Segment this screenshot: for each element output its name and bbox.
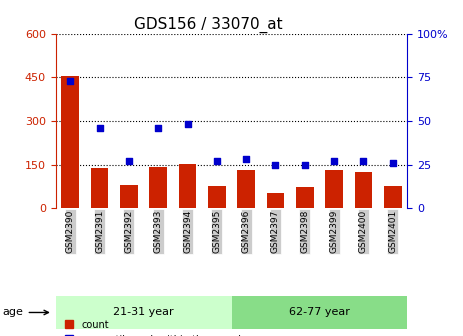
Text: GSM2398: GSM2398 — [300, 210, 309, 253]
Point — [67, 78, 74, 83]
Point — [301, 162, 308, 167]
Legend: count, percentile rank within the sample: count, percentile rank within the sample — [60, 316, 250, 336]
Text: GDS156 / 33070_at: GDS156 / 33070_at — [134, 17, 283, 33]
Text: GSM2394: GSM2394 — [183, 210, 192, 253]
Point — [360, 159, 367, 164]
Bar — [120, 185, 138, 208]
Point — [243, 157, 250, 162]
Bar — [267, 193, 284, 208]
Point — [272, 162, 279, 167]
Text: GSM2399: GSM2399 — [330, 210, 338, 253]
Bar — [62, 76, 79, 208]
Bar — [208, 185, 225, 208]
FancyBboxPatch shape — [232, 296, 407, 329]
FancyBboxPatch shape — [56, 296, 232, 329]
Text: GSM2400: GSM2400 — [359, 210, 368, 253]
Bar — [296, 187, 313, 208]
Text: GSM2391: GSM2391 — [95, 210, 104, 253]
Bar — [384, 186, 401, 208]
Text: age: age — [3, 307, 49, 318]
Bar — [325, 170, 343, 208]
Bar — [91, 168, 108, 208]
Point — [331, 159, 338, 164]
Text: GSM2390: GSM2390 — [66, 210, 75, 253]
Text: GSM2392: GSM2392 — [125, 210, 133, 253]
Bar — [238, 170, 255, 208]
Text: GSM2395: GSM2395 — [213, 210, 221, 253]
Text: GSM2401: GSM2401 — [388, 210, 397, 253]
Bar — [355, 172, 372, 208]
Text: GSM2397: GSM2397 — [271, 210, 280, 253]
Point — [213, 159, 220, 164]
Point — [155, 125, 162, 131]
Point — [184, 122, 191, 127]
Text: 62-77 year: 62-77 year — [289, 307, 350, 318]
Bar — [150, 167, 167, 208]
Bar — [179, 164, 196, 208]
Point — [125, 159, 132, 164]
Text: GSM2393: GSM2393 — [154, 210, 163, 253]
Point — [96, 125, 103, 131]
Text: 21-31 year: 21-31 year — [113, 307, 174, 318]
Point — [389, 160, 396, 166]
Text: GSM2396: GSM2396 — [242, 210, 250, 253]
